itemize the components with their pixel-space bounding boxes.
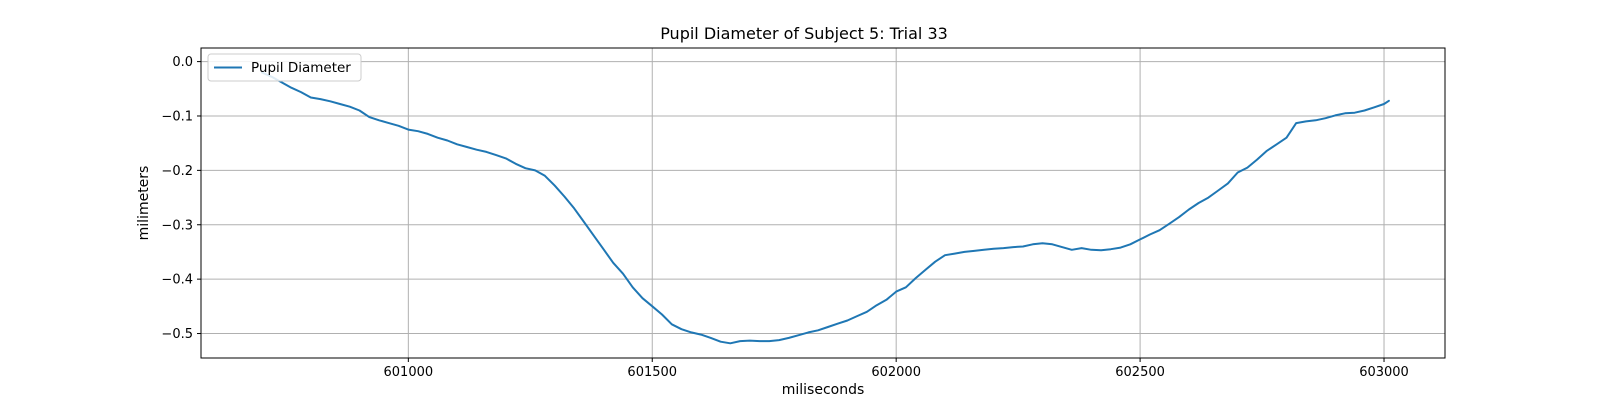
plot-area	[261, 71, 1390, 345]
chart-title: Pupil Diameter of Subject 5: Trial 33	[660, 24, 948, 43]
x-tick-label: 601000	[384, 365, 434, 380]
y-tick-label: −0.5	[161, 327, 193, 342]
legend-entry-pupil-diameter: Pupil Diameter	[251, 60, 351, 76]
x-axis-label: miliseconds	[782, 382, 865, 398]
axis-ticks: 601000 601500 602000 602500 603000 0.0 −0.1 −0.…	[161, 55, 1408, 380]
legend: Pupil Diameter	[207, 53, 362, 82]
series-line-pupil-diameter	[261, 71, 1390, 345]
x-tick-label: 602500	[1115, 365, 1165, 380]
y-tick-label: −0.2	[161, 164, 193, 179]
plot-frame	[200, 47, 1446, 359]
y-tick-label: 0.0	[172, 55, 193, 70]
y-tick-label: −0.1	[161, 109, 193, 124]
x-tick-label: 603000	[1359, 365, 1409, 380]
y-axis-label: milimeters	[136, 166, 152, 241]
x-tick-label: 601500	[627, 365, 677, 380]
legend-box	[207, 53, 362, 82]
y-tick-label: −0.4	[161, 273, 193, 288]
y-tick-label: −0.3	[161, 218, 193, 233]
grid-lines	[201, 48, 1445, 358]
x-tick-label: 602000	[871, 365, 921, 380]
